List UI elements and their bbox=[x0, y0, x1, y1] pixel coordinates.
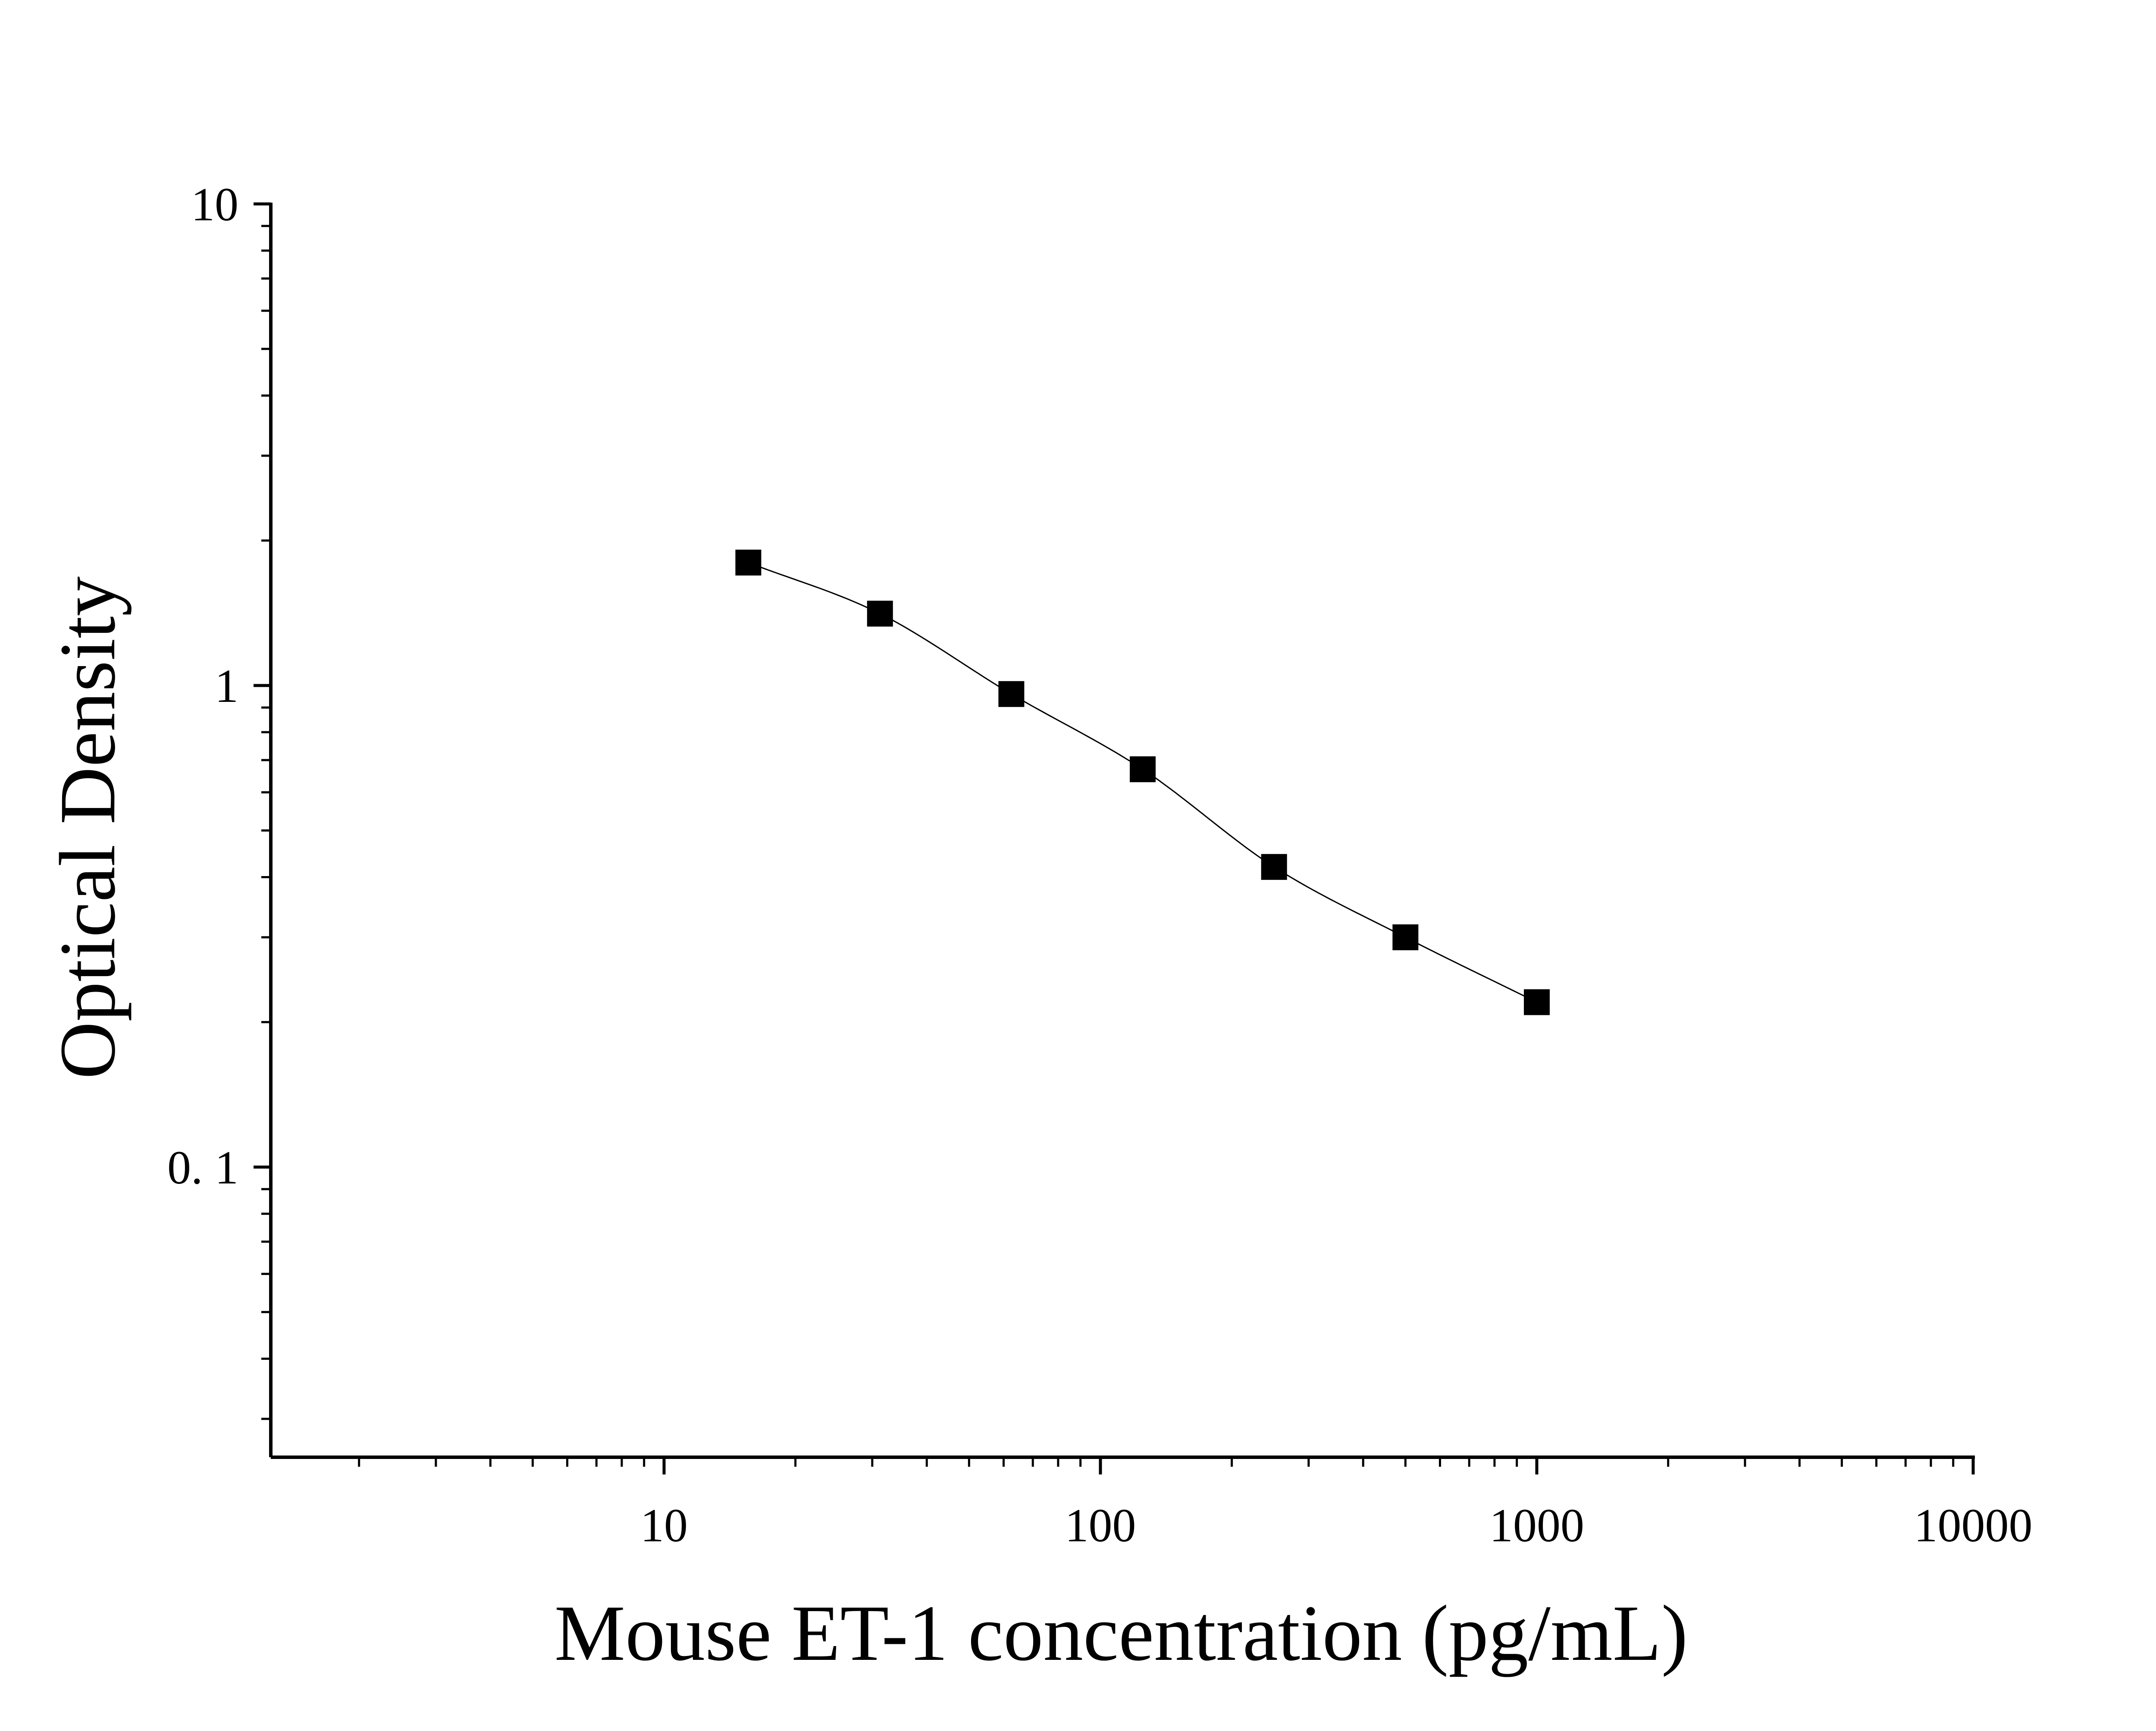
y-tick-label: 10 bbox=[191, 178, 238, 231]
x-tick-label: 100 bbox=[1065, 1499, 1136, 1552]
data-point-marker bbox=[1392, 924, 1419, 951]
data-point-marker bbox=[998, 681, 1025, 707]
data-points bbox=[735, 549, 1550, 1015]
data-point-marker bbox=[1261, 854, 1287, 880]
x-axis-title: Mouse ET-1 concentration (pg/mL) bbox=[555, 1589, 1688, 1678]
minor-ticks bbox=[261, 225, 1955, 1467]
data-point-marker bbox=[1130, 756, 1156, 783]
major-ticks bbox=[254, 202, 1975, 1474]
y-tick-labels: 0. 1 1 10 bbox=[167, 178, 238, 1194]
y-tick-label: 1 bbox=[215, 660, 238, 712]
y-tick-label: 0. 1 bbox=[167, 1141, 238, 1194]
data-point-marker bbox=[1524, 989, 1550, 1015]
y-axis-title: Optical Density bbox=[44, 576, 132, 1079]
x-tick-label: 10 bbox=[640, 1499, 688, 1552]
x-tick-label: 1000 bbox=[1489, 1499, 1584, 1552]
data-point-marker bbox=[735, 549, 761, 576]
data-point-marker bbox=[867, 601, 893, 627]
fit-curve bbox=[748, 562, 1537, 1003]
x-tick-label: 10000 bbox=[1914, 1499, 2033, 1552]
x-tick-labels: 10 100 1000 10000 bbox=[640, 1499, 2033, 1552]
